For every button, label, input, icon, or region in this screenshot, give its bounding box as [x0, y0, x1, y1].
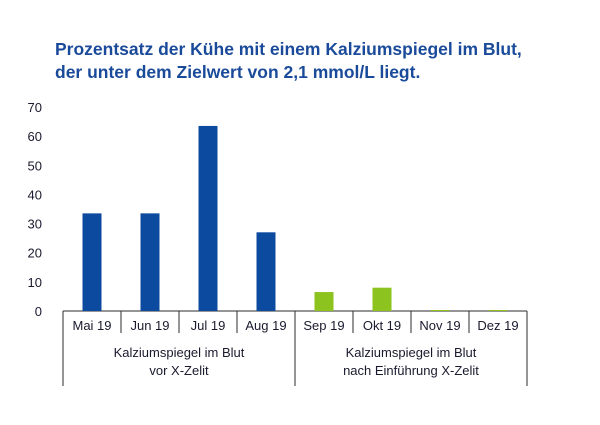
- group-label: Kalziumspiegel im Blut: [114, 345, 245, 360]
- bar: [140, 213, 160, 311]
- bar: [82, 213, 102, 311]
- bar: [256, 232, 276, 311]
- y-tick-label: 70: [28, 100, 42, 115]
- y-tick-label: 50: [28, 158, 42, 173]
- x-tick-label: Sep 19: [303, 318, 344, 333]
- bar: [372, 287, 392, 311]
- x-tick-label: Mai 19: [72, 318, 111, 333]
- x-tick-label: Nov 19: [419, 318, 460, 333]
- bar: [314, 292, 334, 311]
- y-tick-label: 0: [35, 304, 42, 319]
- bar: [430, 310, 450, 311]
- chart-title-line-2: der unter dem Zielwert von 2,1 mmol/L li…: [55, 62, 421, 82]
- x-tick-label: Jul 19: [191, 318, 226, 333]
- x-tick-label: Okt 19: [363, 318, 401, 333]
- x-tick-label: Aug 19: [245, 318, 286, 333]
- y-tick-label: 60: [28, 129, 42, 144]
- bar: [488, 310, 508, 311]
- x-tick-label: Jun 19: [130, 318, 169, 333]
- group-label: nach Einführung X-Zelit: [343, 363, 479, 378]
- group-label: Kalziumspiegel im Blut: [346, 345, 477, 360]
- y-tick-label: 20: [28, 246, 42, 261]
- y-tick-label: 10: [28, 275, 42, 290]
- group-label: vor X-Zelit: [149, 363, 209, 378]
- x-tick-label: Dez 19: [477, 318, 518, 333]
- bar: [198, 125, 218, 311]
- y-tick-label: 40: [28, 187, 42, 202]
- chart-title-line-1: Prozentsatz der Kühe mit einem Kalziumsp…: [55, 39, 522, 59]
- chart-title: Prozentsatz der Kühe mit einem Kalziumsp…: [55, 38, 575, 84]
- y-tick-label: 30: [28, 217, 42, 232]
